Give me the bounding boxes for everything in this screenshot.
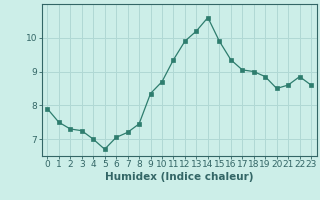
X-axis label: Humidex (Indice chaleur): Humidex (Indice chaleur)	[105, 172, 253, 182]
